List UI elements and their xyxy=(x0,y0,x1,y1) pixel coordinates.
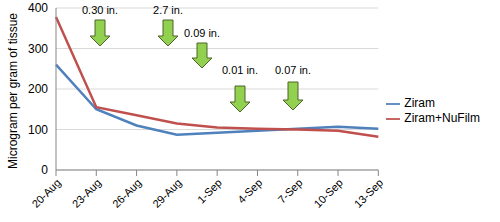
html-text:Ziram: Ziram xyxy=(404,96,435,111)
svg-text:13-Sep: 13-Sep xyxy=(352,176,386,210)
svg-text:0.01 in.: 0.01 in. xyxy=(222,64,258,76)
svg-text:0.30 in.: 0.30 in. xyxy=(82,4,118,16)
svg-text:10-Sep: 10-Sep xyxy=(311,176,345,210)
svg-text:200: 200 xyxy=(28,82,48,96)
svg-text:300: 300 xyxy=(28,42,48,56)
svg-text:100: 100 xyxy=(28,123,48,137)
svg-text:20-Aug: 20-Aug xyxy=(29,176,63,210)
html-text:Ziram+NuFilm: Ziram+NuFilm xyxy=(404,111,480,125)
svg-text:0.07 in.: 0.07 in. xyxy=(275,64,311,76)
svg-text:1-Sep: 1-Sep xyxy=(195,176,224,205)
svg-text:7-Sep: 7-Sep xyxy=(275,176,304,205)
svg-text:Microgram per gram of tissue: Microgram per gram of tissue xyxy=(8,13,20,169)
svg-text:23-Aug: 23-Aug xyxy=(70,176,104,210)
svg-text:26-Aug: 26-Aug xyxy=(110,176,144,210)
svg-text:400: 400 xyxy=(28,1,48,15)
svg-text:2.7 in.: 2.7 in. xyxy=(153,4,183,16)
svg-text:0: 0 xyxy=(41,163,48,177)
svg-text:29-Aug: 29-Aug xyxy=(150,176,184,210)
svg-text:4-Sep: 4-Sep xyxy=(235,176,264,205)
svg-text:0.09 in.: 0.09 in. xyxy=(184,27,220,39)
